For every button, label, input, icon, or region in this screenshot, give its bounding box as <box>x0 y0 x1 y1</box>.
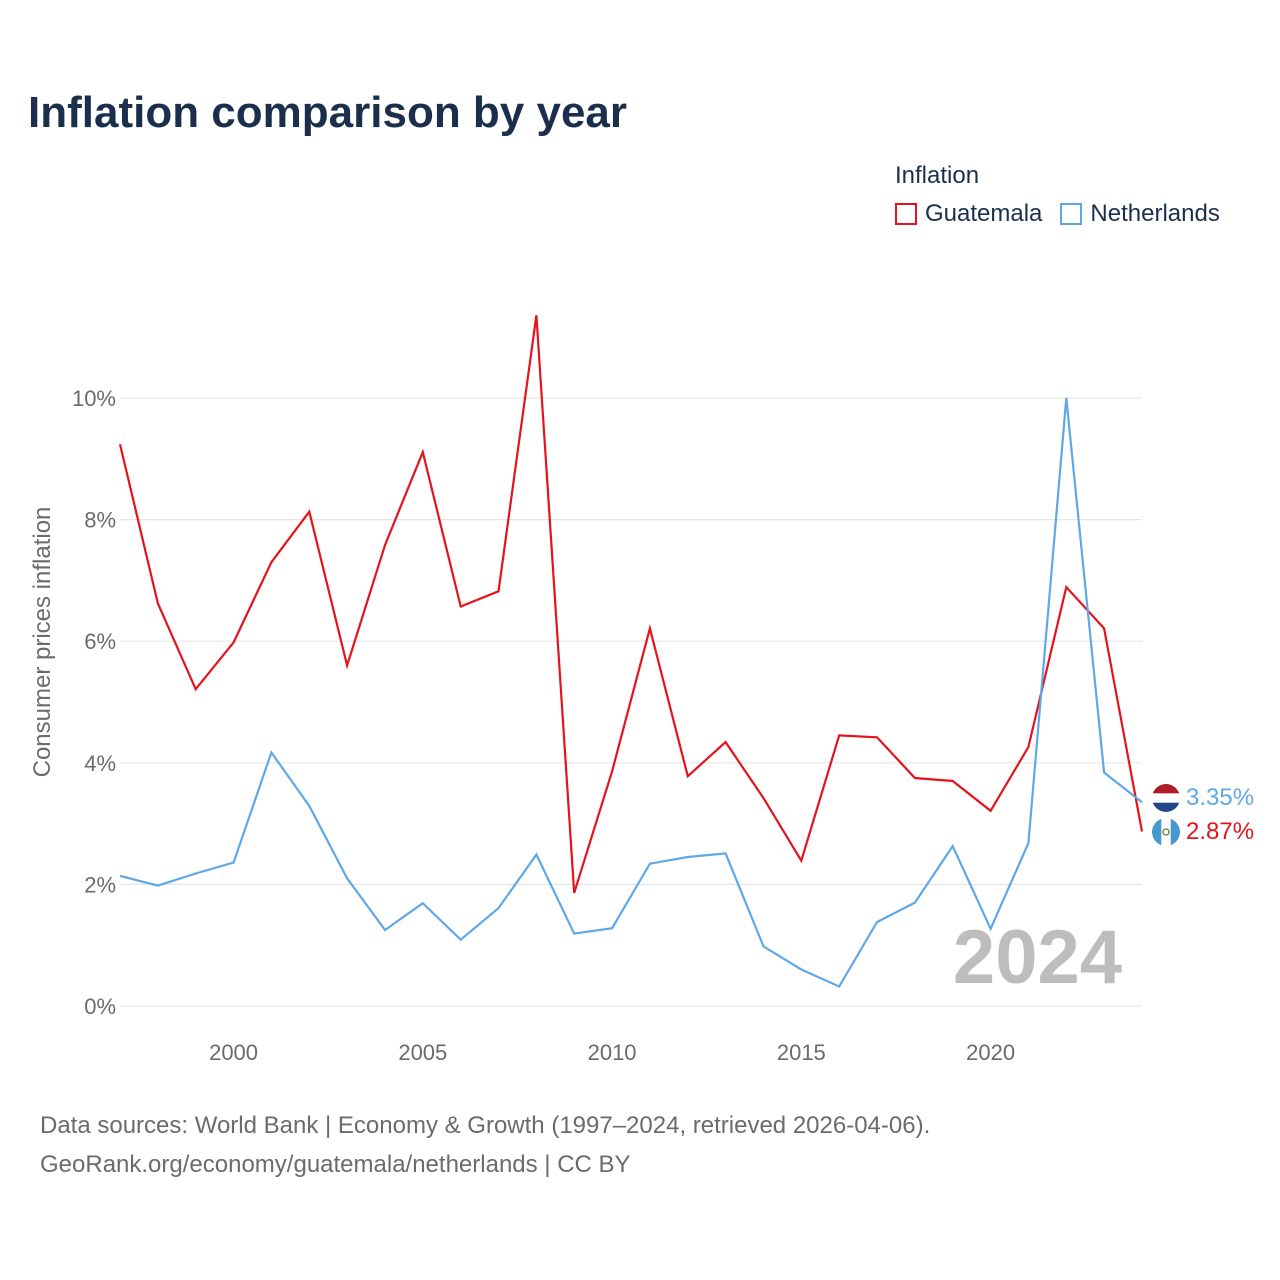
x-axis-ticks: 2000 2005 2010 2015 2020 <box>209 1040 1015 1065</box>
legend-item-netherlands[interactable]: Netherlands <box>1060 200 1220 228</box>
y-axis-ticks: 0% 2% 4% 6% 8% 10% <box>72 386 116 1019</box>
source-url-text[interactable]: GeoRank.org/economy/guatemala/netherland… <box>40 1151 631 1178</box>
legend-label-netherlands: Netherlands <box>1090 200 1220 227</box>
year-watermark: 2024 <box>953 915 1122 1000</box>
end-label-netherlands: 3.35% <box>1186 784 1254 811</box>
y-tick-label: 8% <box>84 508 116 533</box>
x-tick-label: 2010 <box>588 1040 637 1065</box>
y-tick-label: 6% <box>84 629 116 654</box>
x-tick-label: 2015 <box>777 1040 826 1065</box>
series-lines <box>118 315 1144 988</box>
netherlands-flag <box>1152 784 1180 812</box>
series-line-netherlands[interactable] <box>119 397 1143 988</box>
x-tick-label: 2000 <box>209 1040 258 1065</box>
x-tick-label: 2020 <box>966 1040 1015 1065</box>
end-label-guatemala: 2.87% <box>1186 818 1254 845</box>
y-tick-label: 2% <box>84 872 116 897</box>
footer: Data sources: World Bank | Economy & Gro… <box>40 1106 930 1184</box>
y-tick-label: 4% <box>84 751 116 776</box>
y-axis-label: Consumer prices inflation <box>29 507 56 778</box>
legend-swatch-guatemala <box>895 203 917 225</box>
x-tick-label: 2005 <box>398 1040 447 1065</box>
y-tick-label: 10% <box>72 386 116 411</box>
series-line-guatemala[interactable] <box>118 315 1144 894</box>
legend-title: Inflation <box>895 162 980 189</box>
legend-label-guatemala: Guatemala <box>925 200 1043 227</box>
legend: Inflation Guatemala Netherlands <box>895 162 1220 228</box>
y-tick-label: 0% <box>84 994 116 1019</box>
legend-item-guatemala[interactable]: Guatemala <box>895 200 1042 228</box>
guatemala-flag <box>1152 818 1180 846</box>
data-source-text: Data sources: World Bank | Economy & Gro… <box>40 1112 931 1139</box>
legend-swatch-netherlands <box>1060 203 1083 225</box>
grid-lines <box>120 397 1142 1007</box>
chart-title: Inflation comparison by year <box>28 88 628 137</box>
